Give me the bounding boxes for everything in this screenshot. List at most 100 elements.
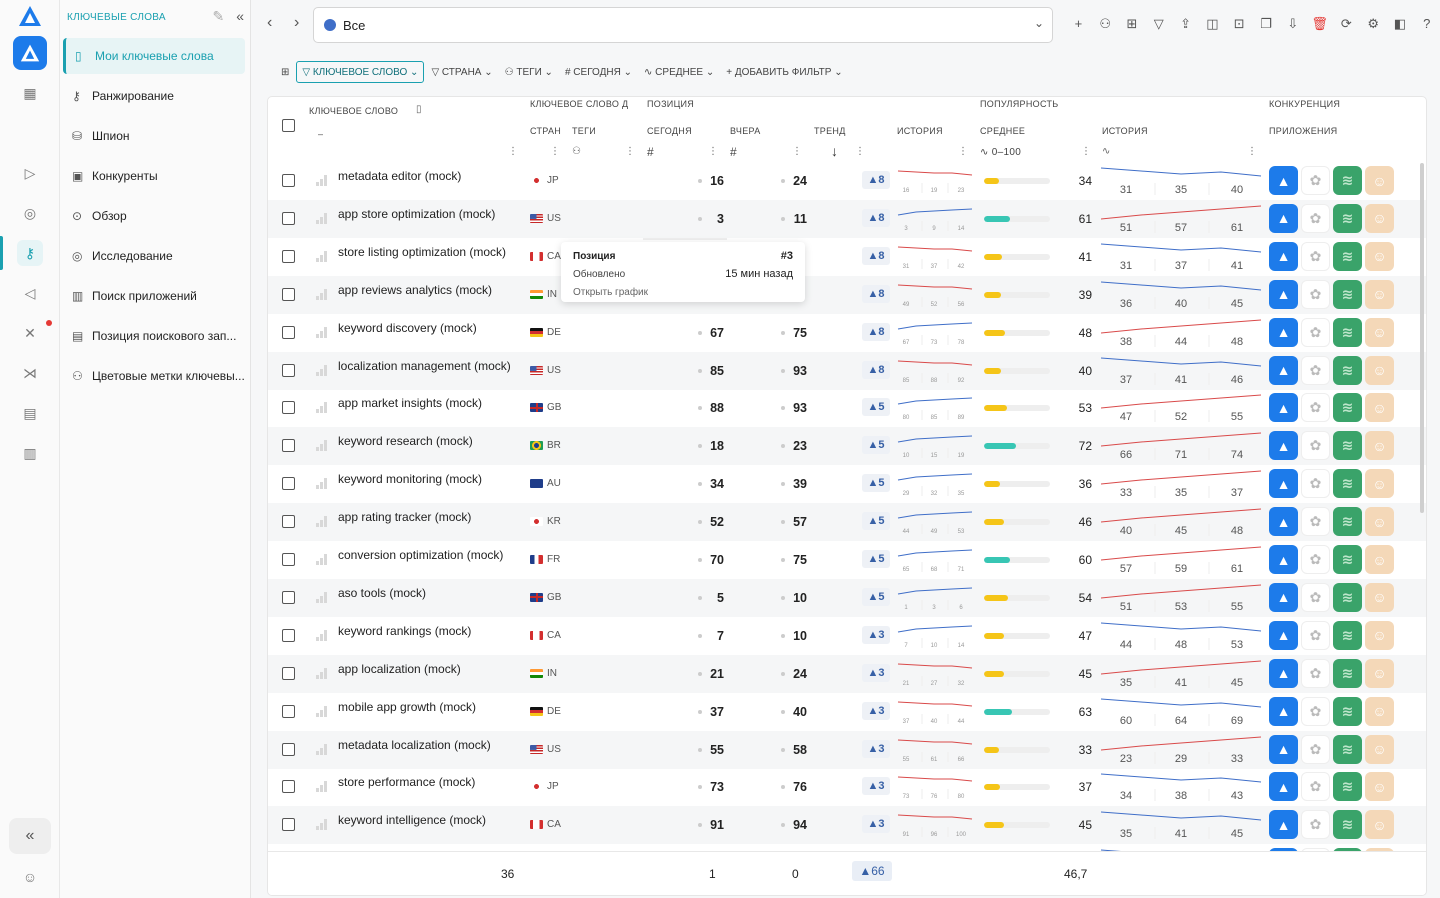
sidebar-item-1[interactable]: ⚷ Ранжирование <box>63 78 245 114</box>
column-menu-icon[interactable]: ⋮ <box>792 146 802 157</box>
table-row[interactable]: localization management (mock) US 85 93 ▲ 8 85… <box>268 351 1426 390</box>
position-history-sparkline[interactable]: 31 37 42 <box>896 243 974 271</box>
popularity-history-sparkline[interactable] <box>1101 658 1263 688</box>
panel-icon[interactable]: ◧ <box>1393 16 1407 31</box>
popularity-history-sparkline[interactable] <box>1101 355 1263 385</box>
keyword-text[interactable]: metadata editor (mock) <box>338 169 462 183</box>
row-checkbox[interactable] <box>282 174 295 187</box>
openai-icon[interactable]: ✿ <box>1301 658 1330 688</box>
position-history-sparkline[interactable]: 49 52 56 <box>896 281 974 309</box>
keyword-text[interactable]: keyword rankings (mock) <box>338 623 472 638</box>
select-all-checkbox[interactable] <box>282 119 295 132</box>
openai-icon[interactable]: ✿ <box>1301 166 1330 195</box>
filter-icon[interactable]: ▽ <box>1153 16 1164 31</box>
spotify-icon[interactable]: ≋ <box>1333 658 1362 688</box>
target-icon[interactable]: ◎ <box>23 204 37 221</box>
cat-app-icon[interactable]: ☺ <box>1365 431 1394 461</box>
spotify-icon[interactable]: ≋ <box>1333 431 1362 461</box>
sidebar-item-3[interactable]: ▣ Конкуренты <box>63 158 245 194</box>
keyword-text[interactable]: conversion optimization (mock) <box>338 548 504 562</box>
table-row[interactable]: app localization (mock) IN 21 24 ▲ 3 21 27 32 45 3… <box>268 654 1426 693</box>
row-checkbox[interactable] <box>282 401 295 415</box>
row-checkbox[interactable] <box>282 287 295 301</box>
app-store-connect-icon[interactable]: ▲ <box>1269 810 1298 840</box>
spotify-icon[interactable]: ≋ <box>1333 810 1362 840</box>
vscode-icon[interactable]: ⋊ <box>23 364 37 381</box>
table-row[interactable]: aso tools (mock) GB 5 10 ▲ 5 1 3 6 54 51 53 55 ▲ ✿ ≋ ☺ <box>268 578 1426 617</box>
spotify-icon[interactable]: ≋ <box>1333 696 1362 726</box>
header-yesterday[interactable]: ВЧЕРА <box>730 126 761 136</box>
cat-app-icon[interactable]: ☺ <box>1365 241 1394 271</box>
popularity-history-sparkline[interactable] <box>1101 241 1263 271</box>
keyword-text[interactable]: aso tools (mock) <box>338 585 427 600</box>
sidebar-item-0[interactable]: ▯ Мои ключевые слова <box>63 38 245 74</box>
help-icon[interactable]: ? <box>1423 16 1431 31</box>
keyword-text[interactable]: localization management (mock) <box>338 358 511 373</box>
popularity-history-sparkline[interactable] <box>1101 317 1263 347</box>
popularity-history-sparkline[interactable] <box>1101 506 1263 537</box>
position-today[interactable]: 3 <box>717 211 724 226</box>
position-history-sparkline[interactable]: 16 19 23 <box>896 167 974 195</box>
cat-app-icon[interactable]: ☺ <box>1365 279 1394 309</box>
keyword-text[interactable]: keyword intelligence (mock) <box>338 813 487 828</box>
position-today[interactable]: 91 <box>710 818 724 833</box>
position-today[interactable]: 21 <box>710 666 724 681</box>
keyword-text[interactable]: store listing optimization (mock) <box>338 244 507 259</box>
tools-icon[interactable]: ✕ <box>24 324 36 341</box>
row-checkbox[interactable] <box>282 325 295 339</box>
header-trend[interactable]: ТРЕНД <box>814 126 846 136</box>
popularity-history-sparkline[interactable] <box>1101 544 1263 574</box>
spotify-icon[interactable]: ≋ <box>1333 166 1362 195</box>
position-today[interactable]: 7 <box>717 628 724 643</box>
app-store-connect-icon[interactable]: ▲ <box>1269 166 1298 195</box>
store-icon[interactable]: ▥ <box>23 444 37 461</box>
cat-app-icon[interactable]: ☺ <box>1365 545 1394 574</box>
grouping-icon[interactable]: ⊞ <box>281 66 290 78</box>
row-checkbox[interactable] <box>282 590 295 604</box>
header-tags[interactable]: ТЕГИ <box>572 126 597 136</box>
row-checkbox[interactable] <box>282 666 295 680</box>
openai-icon[interactable]: ✿ <box>1301 507 1330 537</box>
app-store-connect-icon[interactable]: ▲ <box>1269 355 1298 385</box>
table-row[interactable]: keyword discovery (mock) DE 67 75 ▲ 8 67 73 78 48… <box>268 314 1426 352</box>
openai-icon[interactable]: ✿ <box>1301 545 1330 574</box>
sidebar-item-6[interactable]: ▥ Поиск приложений <box>63 278 245 314</box>
spotify-icon[interactable]: ≋ <box>1333 620 1362 650</box>
sort-down-icon[interactable]: ↓ <box>831 143 838 159</box>
position-today[interactable]: 70 <box>710 553 724 567</box>
table-row[interactable]: app reviews analytics (mock)IN49▲8495256… <box>268 275 1426 314</box>
popularity-history-sparkline[interactable] <box>1101 430 1263 461</box>
position-today[interactable]: 55 <box>710 742 724 757</box>
add-filter-button[interactable]: + ДОБАВИТЬ ФИЛЬТР ⌄ <box>726 66 843 78</box>
position-history-sparkline[interactable]: 91 96 100 <box>896 811 974 839</box>
spotify-icon[interactable]: ≋ <box>1333 507 1362 537</box>
cat-app-icon[interactable]: ☺ <box>1365 810 1394 840</box>
app-store-connect-icon[interactable]: ▲ <box>1269 393 1298 423</box>
keyword-text[interactable]: keyword monitoring (mock) <box>338 472 483 487</box>
table-row[interactable]: metadata localization (mock) US 55 58 ▲ 3 55 61… <box>268 730 1426 769</box>
position-today[interactable]: 85 <box>710 363 724 378</box>
openai-icon[interactable]: ✿ <box>1301 696 1330 726</box>
filter-average[interactable]: ∿ СРЕДНЕЕ ⌄ <box>644 66 715 78</box>
collapse-panel-icon[interactable]: « <box>236 8 244 24</box>
position-history-sparkline[interactable]: 37 40 44 <box>896 698 974 726</box>
cat-app-icon[interactable]: ☺ <box>1365 658 1394 688</box>
openai-icon[interactable]: ✿ <box>1301 431 1330 461</box>
refresh-icon[interactable]: ⟳ <box>1340 16 1352 31</box>
cat-app-icon[interactable]: ☺ <box>1365 772 1394 802</box>
upload-icon[interactable]: ⇪ <box>1180 16 1192 31</box>
popularity-history-sparkline[interactable] <box>1101 203 1263 233</box>
settings-icon[interactable]: ⚙ <box>1367 16 1379 31</box>
popularity-history-sparkline[interactable] <box>1101 468 1263 499</box>
bookmark-icon[interactable]: ▯ <box>416 104 422 115</box>
openai-icon[interactable]: ✿ <box>1301 393 1330 423</box>
openai-icon[interactable]: ✿ <box>1301 469 1330 499</box>
table-row[interactable]: keyword rankings (mock) CA 7 10 ▲ 3 7 10 14 47 44 4… <box>268 617 1426 655</box>
openai-icon[interactable]: ✿ <box>1301 355 1330 385</box>
popularity-history-sparkline[interactable] <box>1101 771 1263 802</box>
header-history[interactable]: ИСТОРИЯ <box>897 126 943 136</box>
app-store-connect-icon[interactable]: ▲ <box>1269 696 1298 726</box>
position-history-sparkline[interactable]: 55 61 66 <box>896 736 974 764</box>
openai-icon[interactable]: ✿ <box>1301 772 1330 802</box>
filter-country[interactable]: ▽ СТРАНА ⌄ <box>431 66 493 78</box>
